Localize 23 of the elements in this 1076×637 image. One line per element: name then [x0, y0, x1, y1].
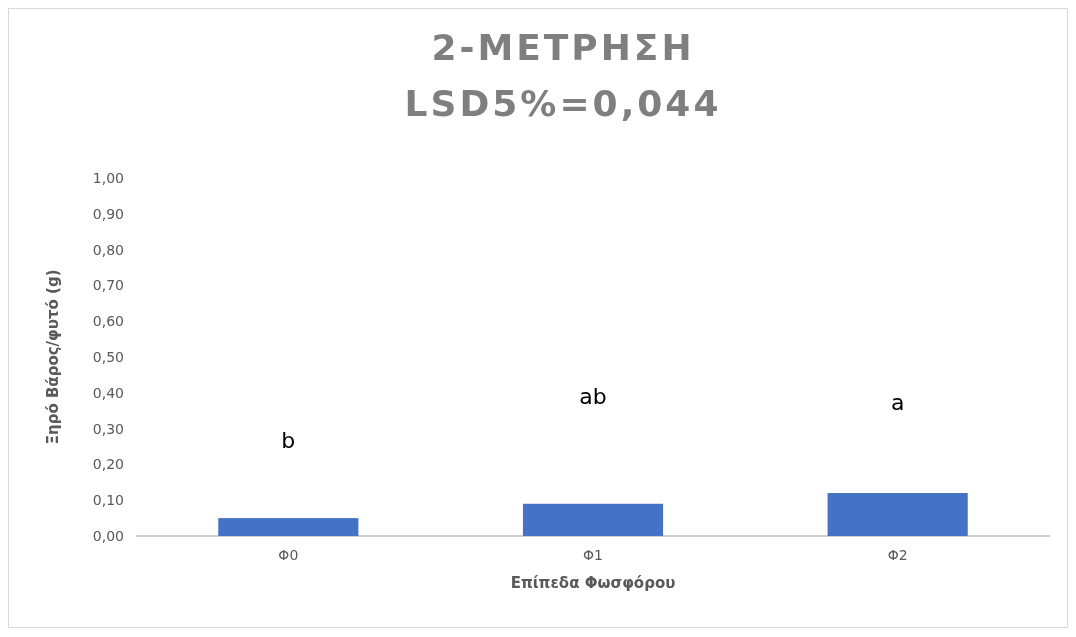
y-tick-label: 0,30 — [92, 420, 124, 437]
annotation: b — [281, 427, 296, 453]
bar — [522, 503, 664, 536]
y-tick-label: 0,10 — [92, 492, 124, 509]
x-tick-label: Φ0 — [278, 547, 299, 563]
y-tick-label: 0,40 — [92, 384, 124, 401]
x-tick-label: Φ1 — [583, 547, 603, 563]
y-tick-label: 0,70 — [92, 277, 124, 294]
y-tick-label: 1,00 — [92, 169, 124, 186]
annotation: ab — [579, 383, 607, 409]
bar — [218, 518, 359, 536]
chart-title: 2-ΜΕΤΡΗΣΗ LSD5%=0,044 — [404, 27, 722, 124]
x-tick-label: Φ2 — [887, 547, 908, 563]
y-tick-label: 0,00 — [92, 527, 124, 544]
y-axis-title: Ξηρό Βάρος/φυτό (g) — [44, 269, 62, 445]
x-axis-title: Επίπεδα Φωσφόρου — [510, 574, 676, 592]
bar — [827, 493, 968, 536]
y-tick-label: 0,90 — [92, 205, 124, 222]
y-tick-label: 0,80 — [92, 241, 124, 258]
y-tick-label: 0,50 — [92, 348, 124, 365]
y-tick-label: 0,60 — [92, 313, 124, 330]
annotation: a — [890, 389, 905, 415]
y-tick-label: 0,20 — [92, 456, 124, 473]
